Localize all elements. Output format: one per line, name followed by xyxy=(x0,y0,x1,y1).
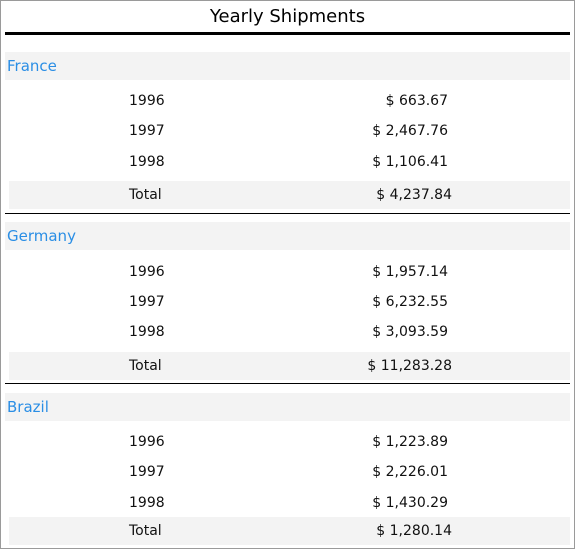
amount-cell: $ 1,430.29 xyxy=(372,495,448,511)
year-cell: 1996 xyxy=(129,264,165,280)
amount-cell: $ 2,226.01 xyxy=(372,464,448,480)
country-group-france: France 1996 $ 663.67 1997 $ 2,467.76 199… xyxy=(5,52,570,214)
amount-cell: $ 3,093.59 xyxy=(372,324,448,340)
table-row: 1997 $ 6,232.55 xyxy=(5,291,570,313)
group-country-name: France xyxy=(7,57,57,75)
total-label: Total xyxy=(129,523,162,539)
group-divider xyxy=(5,213,570,214)
country-group-brazil: Brazil 1996 $ 1,223.89 1997 $ 2,226.01 1… xyxy=(5,393,570,547)
amount-cell: $ 2,467.76 xyxy=(372,123,448,139)
table-row: 1997 $ 2,226.01 xyxy=(5,461,570,483)
year-cell: 1998 xyxy=(129,324,165,340)
report-title: Yearly Shipments xyxy=(209,6,366,27)
title-divider xyxy=(5,32,570,35)
group-header: Brazil xyxy=(5,393,570,421)
group-header: France xyxy=(5,52,570,80)
total-row: Total $ 11,283.28 xyxy=(9,352,570,380)
total-amount: $ 4,237.84 xyxy=(376,187,452,203)
table-row: 1997 $ 2,467.76 xyxy=(5,120,570,142)
year-cell: 1998 xyxy=(129,495,165,511)
total-amount: $ 11,283.28 xyxy=(367,358,452,374)
total-label: Total xyxy=(129,358,162,374)
amount-cell: $ 1,957.14 xyxy=(372,264,448,280)
group-country-name: Brazil xyxy=(7,398,49,416)
year-cell: 1996 xyxy=(129,93,165,109)
table-row: 1996 $ 1,957.14 xyxy=(5,261,570,283)
group-divider xyxy=(5,383,570,384)
table-row: 1998 $ 1,430.29 xyxy=(5,492,570,514)
total-amount: $ 1,280.14 xyxy=(376,523,452,539)
amount-cell: $ 1,223.89 xyxy=(372,434,448,450)
year-cell: 1997 xyxy=(129,123,165,139)
year-cell: 1996 xyxy=(129,434,165,450)
table-row: 1998 $ 1,106.41 xyxy=(5,151,570,173)
amount-cell: $ 1,106.41 xyxy=(372,154,448,170)
total-row: Total $ 4,237.84 xyxy=(9,181,570,209)
year-cell: 1997 xyxy=(129,464,165,480)
amount-cell: $ 6,232.55 xyxy=(372,294,448,310)
group-country-name: Germany xyxy=(7,227,76,245)
total-label: Total xyxy=(129,187,162,203)
group-header: Germany xyxy=(5,222,570,250)
table-row: 1996 $ 1,223.89 xyxy=(5,431,570,453)
total-row: Total $ 1,280.14 xyxy=(9,517,570,545)
year-cell: 1998 xyxy=(129,154,165,170)
year-cell: 1997 xyxy=(129,294,165,310)
table-row: 1998 $ 3,093.59 xyxy=(5,321,570,343)
country-group-germany: Germany 1996 $ 1,957.14 1997 $ 6,232.55 … xyxy=(5,222,570,384)
amount-cell: $ 663.67 xyxy=(385,93,448,109)
table-row: 1996 $ 663.67 xyxy=(5,90,570,112)
